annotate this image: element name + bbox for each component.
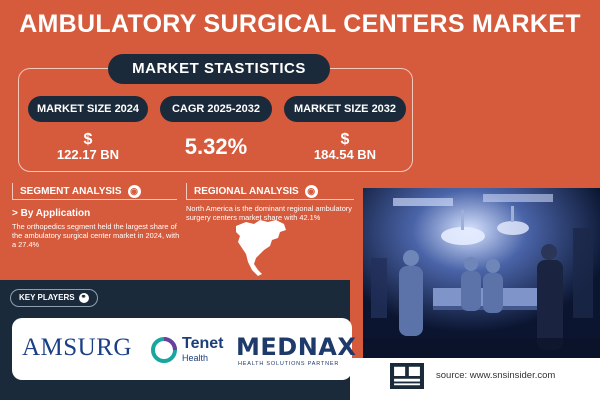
stat-amount: 184.54 BN xyxy=(313,147,377,162)
amsurg-logo: AMSURG xyxy=(22,334,132,361)
stat-label-size-2032: MARKET SIZE 2032 xyxy=(284,96,406,122)
stat-label-cagr: CAGR 2025-2032 xyxy=(160,96,272,122)
stat-value-cagr: 5.32% xyxy=(184,134,248,159)
page-title: AMBULATORY SURGICAL CENTERS MARKET xyxy=(19,10,581,38)
sns-insider-logo-icon xyxy=(390,363,424,389)
segment-subheading: > By Application xyxy=(12,208,91,219)
logos-panel: AMSURG Tenet Health MEDNAX HEALTH SOLUTI… xyxy=(12,318,356,380)
north-america-map-icon xyxy=(236,220,286,276)
stats-heading: MARKET STASTISTICS xyxy=(108,54,330,84)
stat-label-size-2024: MARKET SIZE 2024 xyxy=(28,96,148,122)
tenet-logo-subtext: Health xyxy=(182,353,209,363)
segment-analysis-heading: SEGMENT ANALYSIS ◉ xyxy=(10,181,141,201)
mednax-logo-subtext: HEALTH SOLUTIONS PARTNER xyxy=(238,361,340,367)
regional-analysis-heading: REGIONAL ANALYSIS ◉ xyxy=(184,181,318,201)
globe-icon: ◉ xyxy=(304,184,318,198)
source-text: source: www.snsinsider.com xyxy=(436,370,556,381)
section-divider xyxy=(186,199,354,200)
section-divider xyxy=(186,183,187,199)
section-divider xyxy=(12,183,13,199)
tenet-logo-text: Tenet xyxy=(182,335,224,352)
stat-amount: 122.17 BN xyxy=(56,147,120,162)
link-icon: ⚭ xyxy=(78,293,89,303)
operating-room-photo xyxy=(363,188,600,358)
stat-value-size-2032: $ 184.54 BN xyxy=(284,132,406,162)
segment-text: The orthopedics segment held the largest… xyxy=(12,222,180,249)
mednax-logo: MEDNAX xyxy=(236,333,357,361)
tenet-logo-icon xyxy=(151,337,177,363)
regional-text: North America is the dominant regional a… xyxy=(186,204,352,222)
stat-value-size-2024: $ 122.17 BN xyxy=(28,132,148,162)
key-players-heading: KEY PLAYERS ⚭ xyxy=(10,289,98,307)
globe-icon: ◉ xyxy=(127,184,141,198)
stat-prefix: $ xyxy=(83,131,93,148)
section-divider xyxy=(12,199,177,200)
stat-prefix: $ xyxy=(340,131,350,148)
